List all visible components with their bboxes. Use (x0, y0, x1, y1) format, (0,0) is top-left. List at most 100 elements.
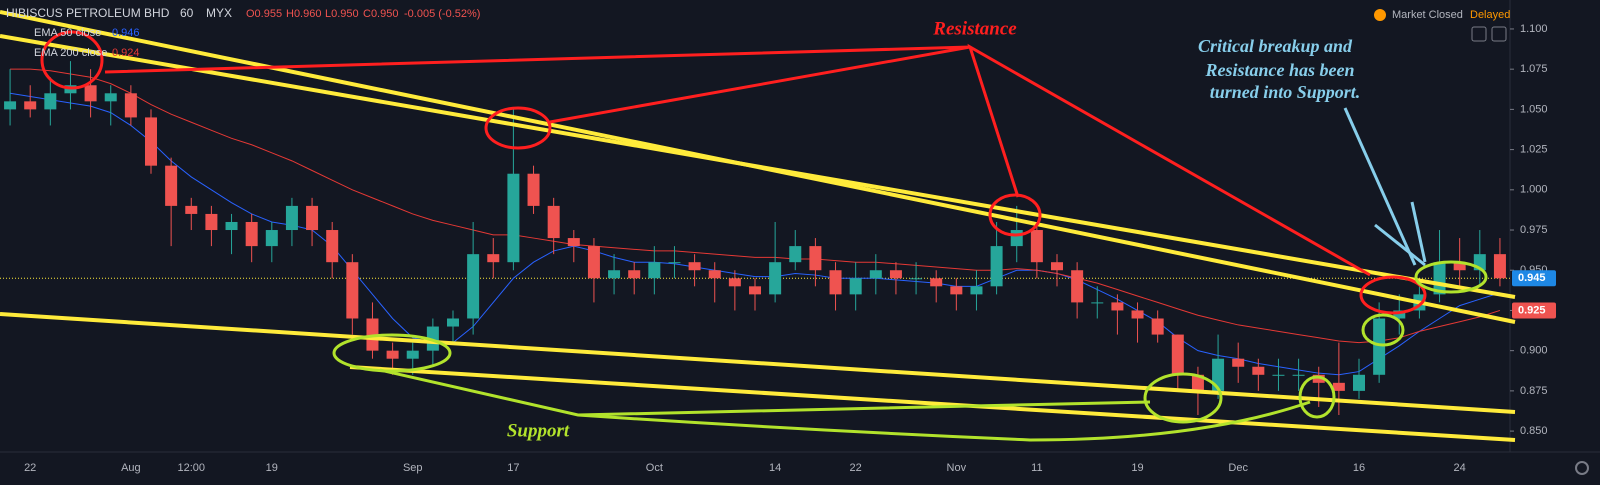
candle-body (829, 270, 842, 295)
trend-line (0, 10, 1516, 324)
x-tick-label: 22 (850, 462, 862, 474)
candle-body (1071, 270, 1084, 303)
candle-body (527, 173, 540, 206)
candle-body (4, 101, 17, 110)
x-tick-label: Nov (947, 462, 967, 474)
price-label: 0.925 (1518, 304, 1546, 316)
pointer-line (967, 43, 1371, 277)
candle-body (628, 270, 641, 279)
candle-body (950, 286, 963, 295)
y-tick-label: 0.850 (1520, 425, 1548, 437)
legend-label: EMA 50 close (34, 27, 101, 39)
y-tick-label: 1.100 (1520, 23, 1548, 35)
ohlc-close: C0.950 (363, 8, 398, 20)
candle-body (567, 238, 580, 247)
candle-body (386, 350, 399, 359)
candle-body (1373, 318, 1386, 375)
candle-body (245, 221, 258, 247)
price-label-box (1512, 302, 1556, 319)
candle-body (1051, 262, 1063, 271)
reset-button[interactable] (1491, 26, 1507, 42)
candle-body (1171, 334, 1184, 375)
y-tick-label: 1.000 (1520, 184, 1548, 196)
candle-body (205, 213, 218, 231)
x-tick-label: Sep (403, 462, 423, 474)
candle-body (1353, 374, 1365, 391)
candle-body (104, 93, 117, 102)
candle-body (326, 230, 339, 263)
ema-line (9, 92, 1501, 376)
arrow (1410, 201, 1427, 263)
candle-body (648, 262, 661, 279)
candle-body (1151, 318, 1164, 335)
x-tick-label: 14 (769, 462, 781, 474)
candle-body (1493, 254, 1506, 279)
candle-body (869, 270, 882, 279)
candle-body (970, 286, 983, 295)
candle-body (225, 221, 238, 231)
x-tick-label: 24 (1454, 462, 1466, 474)
candle-body (708, 270, 721, 279)
candle-body (406, 350, 419, 359)
x-tick-label: 12:00 (178, 462, 206, 474)
price-label-box (1512, 270, 1556, 287)
x-tick-label: 19 (266, 462, 278, 474)
annotation: Support (507, 420, 570, 441)
status-icon (1374, 9, 1386, 21)
highlight-circle (1414, 260, 1488, 294)
ohlc-open: O0.955 (246, 8, 282, 20)
settings-button[interactable] (1575, 461, 1589, 475)
candle-body (769, 262, 782, 295)
ohlc-change: -0.005 (-0.52%) (404, 8, 480, 20)
candle-body (608, 270, 621, 279)
annotation: Resistance (932, 18, 1017, 39)
highlight-circle (1359, 275, 1427, 315)
candle-body (1030, 230, 1043, 263)
candle-body (930, 278, 943, 287)
candle-body (487, 254, 500, 263)
y-tick-label: 1.025 (1520, 144, 1548, 156)
candle-body (1453, 262, 1466, 271)
arrow (1343, 107, 1417, 266)
ohlc-low: L0.950 (325, 8, 359, 20)
x-tick-label: 16 (1353, 462, 1365, 474)
candle-body (44, 93, 57, 110)
interval: 60 (180, 6, 194, 20)
candle-body (1111, 302, 1124, 311)
feed-status: Delayed (1470, 9, 1510, 21)
scroll-button[interactable] (1471, 26, 1487, 42)
candle-body (426, 326, 439, 351)
candle-body (165, 165, 178, 206)
symbol: HIBISCUS PETROLEUM BHD (6, 6, 170, 20)
trend-line (0, 312, 1516, 414)
exchange: MYX (206, 6, 232, 20)
plot-area (0, 61, 1510, 416)
candle-body (185, 205, 198, 214)
candle-body (688, 262, 701, 271)
candle-body (889, 270, 902, 279)
y-tick-label: 0.875 (1520, 385, 1548, 397)
annotation: turned into Support. (1210, 82, 1361, 102)
candle-body (587, 246, 600, 279)
y-tick-label: 0.975 (1520, 224, 1548, 236)
candle-body (447, 318, 459, 327)
x-tick-label: 22 (24, 462, 36, 474)
candle-body (24, 101, 37, 110)
pointer-line (577, 400, 1311, 442)
highlight-circle (988, 193, 1042, 237)
y-tick-label: 1.050 (1520, 103, 1548, 115)
x-tick-label: 19 (1131, 462, 1143, 474)
candle-body (145, 117, 157, 166)
highlight-circle (40, 30, 104, 90)
annotation: Critical breakup and (1198, 36, 1353, 56)
highlight-circle (484, 106, 552, 150)
y-tick-label: 1.075 (1520, 63, 1548, 75)
legend-label: EMA 200 close (34, 47, 107, 59)
candle-body (84, 85, 97, 102)
legend: EMA 50 close 0.946 EMA 200 close 0.924 (34, 27, 140, 59)
x-tick-label: Dec (1228, 462, 1248, 474)
candle-body (124, 93, 137, 118)
